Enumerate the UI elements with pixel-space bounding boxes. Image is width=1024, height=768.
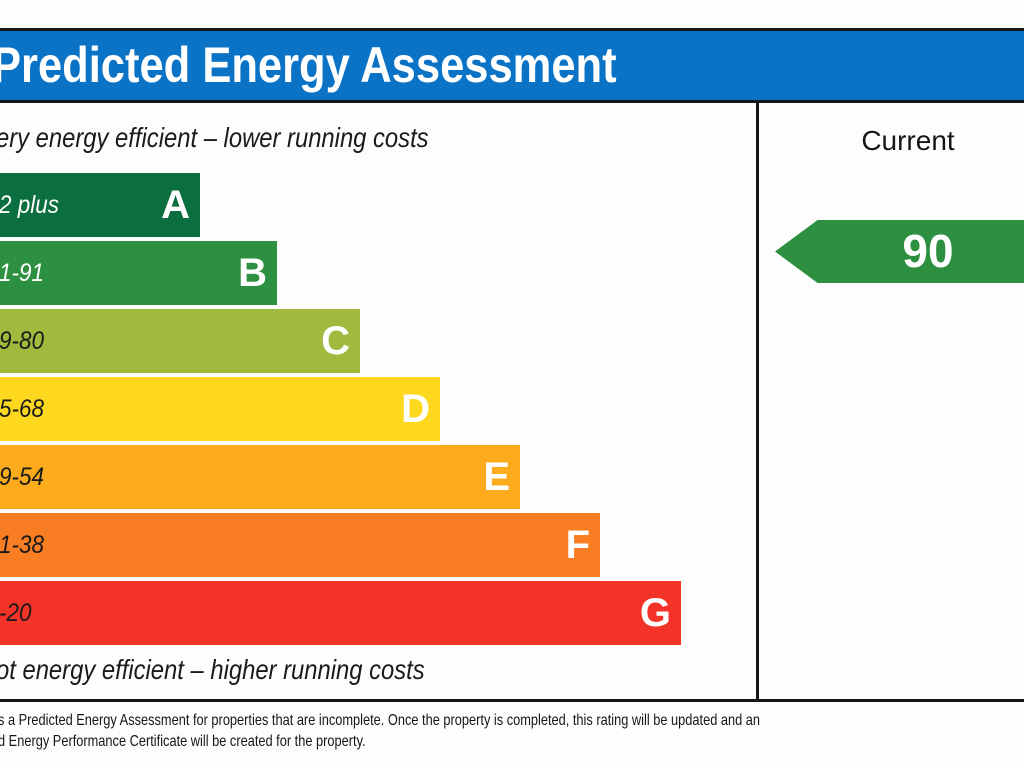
- current-column-header: Current: [861, 125, 955, 156]
- band-letter: A: [161, 183, 190, 227]
- band-row-a: 2 plus A: [0, 173, 200, 237]
- footer-disclaimer: s a Predicted Energy Assessment for prop…: [0, 710, 760, 752]
- caption-top-efficiency: ery energy efficient – lower running cos…: [0, 122, 429, 153]
- band-range-label: 9-80: [0, 326, 45, 355]
- footer-line-1: s a Predicted Energy Assessment for prop…: [0, 712, 761, 729]
- band-range-label: -20: [0, 598, 32, 627]
- band-letter: E: [483, 455, 510, 499]
- caption-bottom-efficiency: ot energy efficient – higher running cos…: [0, 654, 425, 685]
- footer-line-2: d Energy Performance Certificate will be…: [0, 733, 366, 750]
- band-row-c: 9-80 C: [0, 309, 360, 373]
- band-row-g: -20 G: [0, 581, 681, 645]
- band-letter: C: [321, 319, 350, 363]
- band-row-d: 5-68 D: [0, 377, 440, 441]
- band-range-label: 9-54: [0, 462, 45, 491]
- current-rating-value: 90: [902, 225, 954, 277]
- column-divider-line: [756, 100, 759, 702]
- band-row-e: 9-54 E: [0, 445, 520, 509]
- bottom-rule-line: [0, 699, 1024, 702]
- band-range-label: 1-91: [0, 258, 45, 287]
- band-range-label: 2 plus: [0, 190, 60, 219]
- band-letter: D: [401, 387, 430, 431]
- band-letter: B: [238, 251, 267, 295]
- title-bar: Predicted Energy Assessment: [0, 28, 1024, 103]
- band-range-label: 1-38: [0, 530, 45, 559]
- band-row-f: 1-38 F: [0, 513, 600, 577]
- page-title: Predicted Energy Assessment: [0, 37, 617, 93]
- current-rating-arrow: 90: [775, 220, 1024, 283]
- band-row-b: 1-91 B: [0, 241, 277, 305]
- band-range-label: 5-68: [0, 394, 45, 423]
- band-letter: G: [639, 591, 671, 635]
- band-letter: F: [565, 523, 590, 567]
